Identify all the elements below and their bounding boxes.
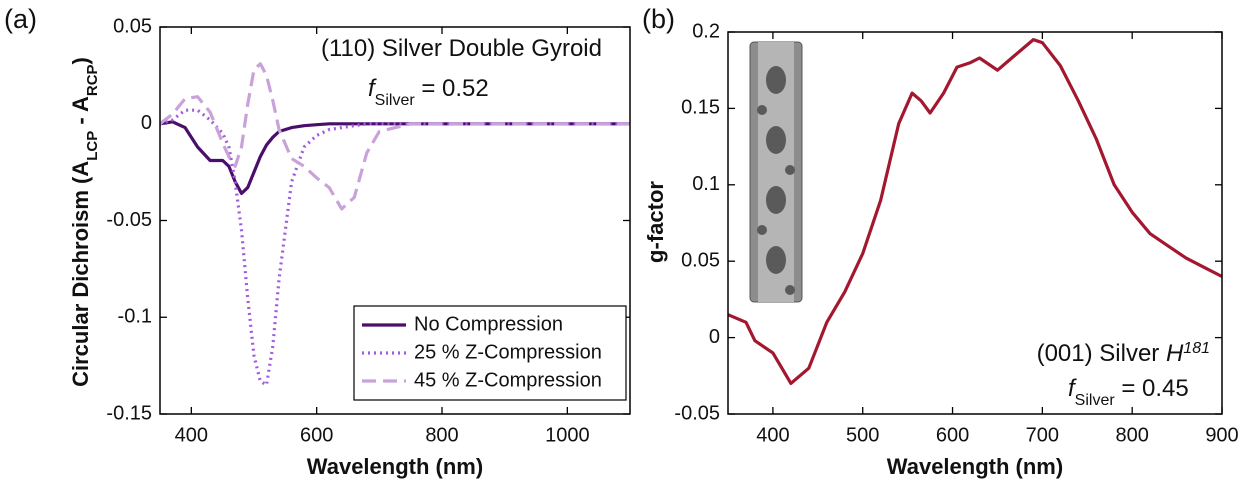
y-tick-label: 0.15 [681, 97, 720, 119]
y-axis-label-part: ) [68, 57, 93, 64]
y-axis-label: Circular Dichroism (ALCP - ARCP) [68, 57, 101, 387]
panel-label: (a) [4, 4, 37, 34]
annotation-part: (001) Silver [1037, 340, 1166, 367]
y-tick-label: 0 [709, 326, 720, 348]
annotation: (110) Silver Double Gyroid [321, 35, 602, 62]
y-axis-label: g-factor [643, 181, 668, 263]
legend-label: No Compression [414, 313, 563, 335]
x-tick-label: 1000 [545, 424, 590, 446]
series-line [160, 64, 630, 209]
annotation: (001) Silver H181 [1037, 340, 1210, 368]
annotation-part: H [1166, 340, 1184, 367]
y-axis-label-part: - A [68, 96, 93, 131]
x-tick-label: 400 [756, 424, 789, 446]
y-tick-label: 0.2 [692, 20, 720, 42]
x-tick-label: 900 [1205, 424, 1238, 446]
legend-label: 25 % Z-Compression [414, 341, 602, 363]
y-axis-label-part: Circular Dichroism (A [68, 161, 93, 387]
x-tick-label: 700 [1026, 424, 1059, 446]
annotation-part: = 0.45 [1115, 375, 1189, 402]
x-axis-label: Wavelength (nm) [887, 454, 1063, 479]
x-tick-label: 500 [846, 424, 879, 446]
y-axis-label-part: LCP [84, 131, 101, 161]
y-tick-label: 0.05 [681, 249, 720, 271]
annotation: fSilver = 0.52 [368, 75, 489, 109]
annotation-part: Silver [1075, 392, 1116, 409]
inset-structure [750, 42, 802, 302]
x-tick-label: 800 [1115, 424, 1148, 446]
legend-label: 45 % Z-Compression [414, 369, 602, 391]
y-tick-label: -0.15 [106, 402, 152, 424]
y-tick-label: -0.1 [118, 306, 152, 328]
panel-label: (b) [642, 4, 675, 34]
x-tick-label: 800 [425, 424, 458, 446]
y-axis-label-part: RCP [84, 64, 101, 96]
y-tick-label: -0.05 [674, 402, 720, 424]
x-axis-label: Wavelength (nm) [307, 454, 483, 479]
figure: (a) (b) Wavelength (nm) Wavelength (nm) … [0, 0, 1250, 484]
annotation-part: Silver [375, 92, 416, 109]
x-tick-label: 600 [936, 424, 969, 446]
y-tick-label: -0.05 [106, 209, 152, 231]
x-tick-label: 600 [300, 424, 333, 446]
y-tick-label: 0.05 [113, 15, 152, 37]
annotation: fSilver = 0.45 [1068, 375, 1189, 409]
page: (a) (b) Wavelength (nm) Wavelength (nm) … [0, 0, 1250, 484]
y-tick-label: 0.1 [692, 173, 720, 195]
y-tick-label: 0 [141, 112, 152, 134]
x-tick-label: 400 [175, 424, 208, 446]
annotation-part: 181 [1183, 340, 1210, 357]
annotation-part: = 0.52 [415, 75, 489, 102]
